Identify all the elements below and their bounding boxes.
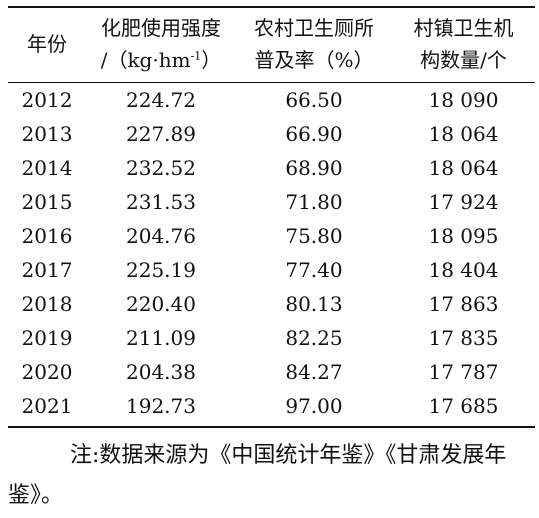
- cell-clinics: 18 090: [428, 88, 499, 112]
- cell-fertilizer: 192.73: [126, 394, 196, 418]
- cell-clinics: 17 924: [428, 190, 499, 214]
- cell-fertilizer: 224.72: [126, 88, 196, 112]
- header-toilet-line1: 农村卫生厕所: [254, 16, 374, 40]
- header-year: 年份: [8, 12, 86, 76]
- cell-year: 2021: [21, 394, 73, 418]
- cell-year: 2015: [21, 190, 73, 214]
- cell-fertilizer: 204.38: [126, 360, 196, 384]
- table-row: 2015 231.53 71.80 17 924: [8, 185, 535, 219]
- cell-clinics: 18 095: [428, 224, 499, 248]
- cell-toilet: 75.80: [285, 224, 343, 248]
- table-row: 2014 232.52 68.90 18 064: [8, 151, 535, 185]
- cell-clinics: 18 064: [428, 122, 499, 146]
- header-fertilizer-line1: 化肥使用强度: [101, 16, 221, 40]
- header-clinics-line2: 构数量/个: [420, 48, 507, 72]
- table-top-rule: [8, 6, 535, 8]
- table-row: 2021 192.73 97.00 17 685: [8, 389, 535, 423]
- table-row: 2018 220.40 80.13 17 863: [8, 287, 535, 321]
- source-note: 注:数据来源为《中国统计年鉴》《甘肃发展年鉴》。: [8, 443, 507, 508]
- table-row: 2012 224.72 66.50 18 090: [8, 83, 535, 117]
- table-row: 2016 204.76 75.80 18 095: [8, 219, 535, 253]
- cell-toilet: 77.40: [285, 258, 343, 282]
- cell-clinics: 17 835: [428, 326, 499, 350]
- cell-fertilizer: 220.40: [126, 292, 196, 316]
- table-header-rule: [8, 82, 535, 83]
- table-bottom-rule: [8, 426, 535, 428]
- cell-toilet: 82.25: [285, 326, 343, 350]
- cell-fertilizer: 211.09: [126, 326, 196, 350]
- cell-year: 2012: [21, 88, 73, 112]
- cell-fertilizer: 204.76: [126, 224, 196, 248]
- cell-toilet: 84.27: [285, 360, 343, 384]
- cell-fertilizer: 225.19: [126, 258, 196, 282]
- header-fertilizer-unit-exponent: -1: [190, 49, 202, 63]
- header-fertilizer-unit-pre: /（kg·hm: [100, 48, 191, 72]
- cell-clinics: 18 064: [428, 156, 499, 180]
- cell-year: 2014: [21, 156, 73, 180]
- cell-toilet: 66.90: [285, 122, 343, 146]
- cell-clinics: 17 787: [428, 360, 499, 384]
- cell-year: 2020: [21, 360, 73, 384]
- cell-year: 2016: [21, 224, 73, 248]
- table-row: 2013 227.89 66.90 18 064: [8, 117, 535, 151]
- cell-toilet: 80.13: [285, 292, 343, 316]
- cell-year: 2017: [21, 258, 73, 282]
- table-row: 2019 211.09 82.25 17 835: [8, 321, 535, 355]
- cell-fertilizer: 227.89: [126, 122, 196, 146]
- cell-clinics: 17 863: [428, 292, 499, 316]
- header-fertilizer: 化肥使用强度 /（kg·hm-1）: [86, 12, 236, 76]
- header-fertilizer-unit: /（kg·hm-1）: [86, 44, 236, 76]
- cell-toilet: 71.80: [285, 190, 343, 214]
- cell-toilet: 66.50: [285, 88, 343, 112]
- cell-clinics: 18 404: [428, 258, 499, 282]
- cell-toilet: 97.00: [285, 394, 343, 418]
- cell-fertilizer: 231.53: [126, 190, 196, 214]
- header-toilet-line2: 普及率（%）: [254, 48, 374, 72]
- table-row: 2020 204.38 84.27 17 787: [8, 355, 535, 389]
- cell-clinics: 17 685: [428, 394, 499, 418]
- table-row: 2017 225.19 77.40 18 404: [8, 253, 535, 287]
- header-toilet: 农村卫生厕所 普及率（%）: [236, 12, 392, 76]
- header-fertilizer-unit-post: ）: [201, 48, 222, 72]
- header-clinics: 村镇卫生机 构数量/个: [392, 12, 535, 76]
- cell-fertilizer: 232.52: [126, 156, 196, 180]
- cell-toilet: 68.90: [285, 156, 343, 180]
- cell-year: 2013: [21, 122, 73, 146]
- header-clinics-line1: 村镇卫生机: [413, 16, 514, 40]
- header-year-label: 年份: [27, 32, 67, 56]
- cell-year: 2019: [21, 326, 73, 350]
- cell-year: 2018: [21, 292, 73, 316]
